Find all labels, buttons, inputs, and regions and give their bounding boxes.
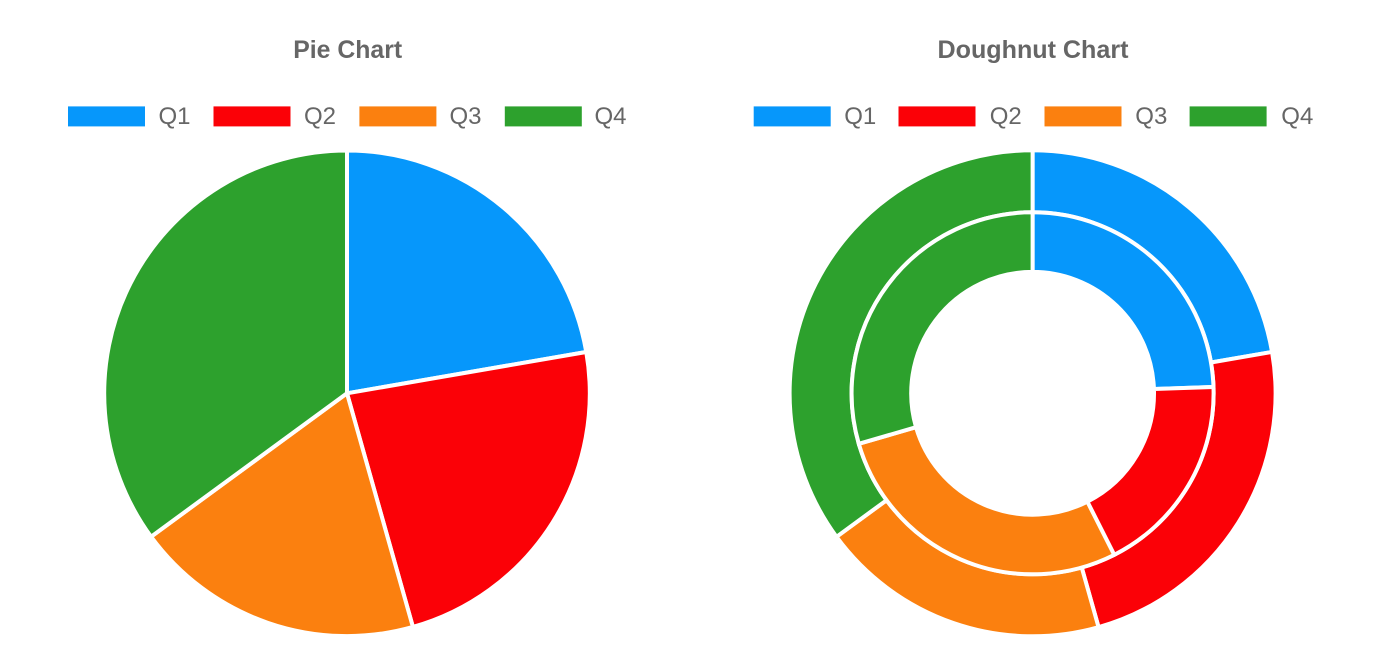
svg-text:Q2: Q2 [990,103,1022,130]
svg-text:Doughnut Chart: Doughnut Chart [938,36,1130,64]
svg-text:Pie Chart: Pie Chart [293,37,402,64]
svg-text:Q4: Q4 [1281,103,1313,130]
svg-text:Q1: Q1 [159,103,191,130]
svg-text:Q3: Q3 [450,103,482,130]
svg-text:Q2: Q2 [304,103,336,130]
svg-text:Q1: Q1 [844,103,876,130]
svg-text:Q3: Q3 [1135,103,1167,130]
svg-text:Q4: Q4 [595,103,627,130]
